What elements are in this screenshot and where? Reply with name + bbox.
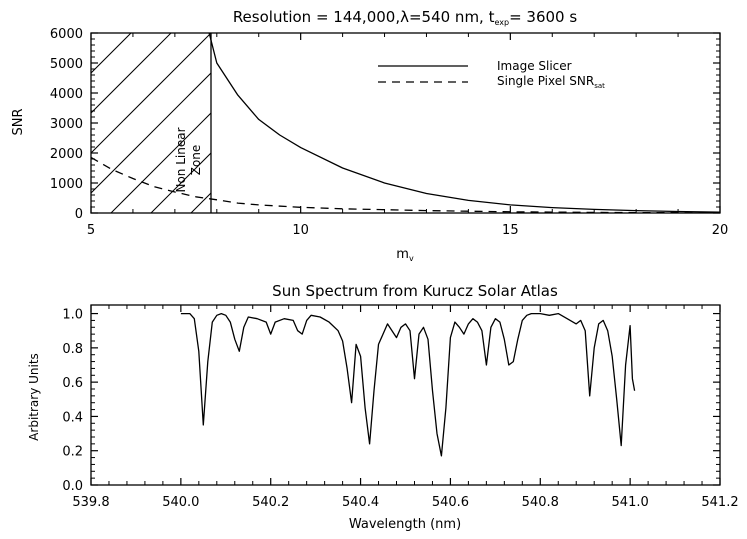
y-tick-label: 2000 [50, 147, 83, 162]
hatch-line [110, 112, 211, 213]
x-tick-label: 540.2 [252, 495, 289, 510]
x-tick-label: 541.2 [701, 495, 738, 510]
snr-plot-frame [90, 32, 721, 214]
spectrum-x-axis-label: Wavelength (nm) [349, 517, 461, 532]
series-line-1 [91, 156, 720, 213]
spectrum-y-axis-label: Arbitrary Units [27, 353, 41, 441]
x-tick-label: 15 [502, 223, 519, 238]
y-tick-label: 0.8 [62, 342, 83, 357]
spectrum-chart-title: Sun Spectrum from Kurucz Solar Atlas [272, 282, 558, 300]
hatch-line [91, 33, 172, 114]
x-tick-label: 10 [292, 223, 309, 238]
x-tick-label: 540.0 [162, 495, 199, 510]
x-tick-label: 20 [712, 223, 729, 238]
snr-legend: Image Slicer Single Pixel SNRsat [378, 59, 605, 90]
x-tick-label: 539.8 [72, 495, 109, 510]
y-tick-label: 4000 [50, 87, 83, 102]
legend-label-single-pixel: Single Pixel SNRsat [497, 74, 605, 90]
y-tick-label: 0.4 [62, 410, 83, 425]
hatch-line [91, 72, 211, 194]
snr-y-axis-label: SNR [11, 108, 26, 135]
snr-chart-title: Resolution = 144,000,λ=540 nm, texp= 360… [233, 8, 578, 27]
y-tick-label: 5000 [50, 57, 83, 72]
y-tick-label: 0 [75, 207, 83, 222]
legend-label-image-slicer: Image Slicer [497, 59, 572, 73]
hatch-line [150, 152, 211, 213]
spectrum-plot-frame [90, 304, 721, 486]
x-tick-label: 5 [87, 223, 95, 238]
x-tick-label: 540.4 [342, 495, 379, 510]
hatch-line [190, 192, 211, 213]
series-line-0 [180, 312, 636, 457]
series-line-0 [208, 33, 720, 213]
nonlinear-zone-hatch [91, 33, 211, 213]
y-tick-label: 1.0 [62, 308, 83, 323]
nonlinear-zone-label: Non LinearZone [174, 127, 203, 192]
snr-chart: Resolution = 144,000,λ=540 nm, texp= 360… [11, 8, 729, 263]
y-tick-label: 0.6 [62, 376, 83, 391]
y-tick-label: 6000 [50, 27, 83, 42]
hatch-line [91, 33, 132, 74]
y-tick-label: 3000 [50, 117, 83, 132]
hatch-line [91, 33, 211, 154]
y-tick-label: 1000 [50, 177, 83, 192]
y-tick-label: 0.2 [62, 445, 83, 460]
x-tick-label: 541.0 [612, 495, 649, 510]
y-tick-label: 0.0 [62, 479, 83, 494]
snr-x-axis-label: mv [396, 247, 414, 263]
spectrum-chart: Sun Spectrum from Kurucz Solar Atlas 539… [27, 282, 739, 532]
x-tick-label: 540.6 [432, 495, 469, 510]
x-tick-label: 540.8 [522, 495, 559, 510]
